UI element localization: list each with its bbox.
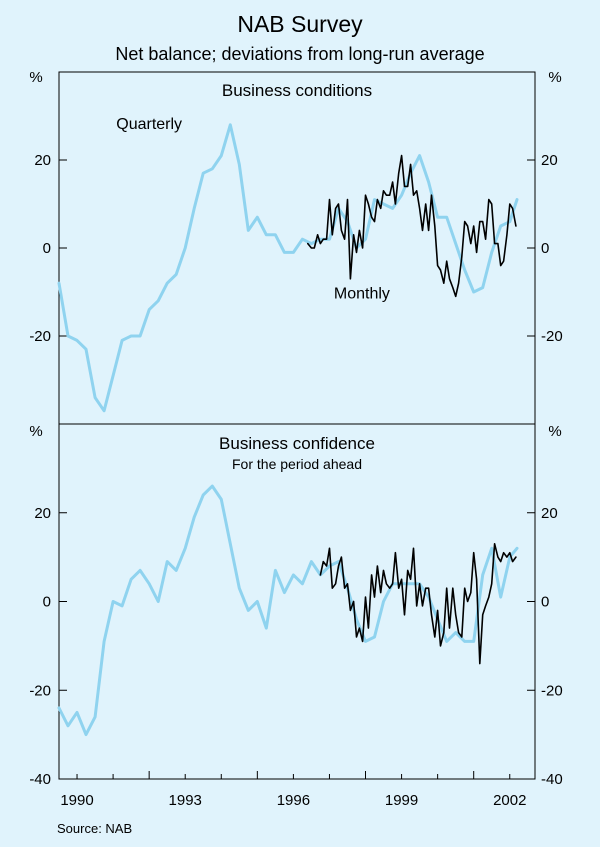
y-unit-left: % bbox=[29, 69, 42, 86]
y-tick-label-right: 0 bbox=[541, 594, 549, 611]
series-line-quarterly bbox=[57, 484, 519, 737]
y-unit-right: % bbox=[548, 423, 561, 440]
x-axis: 1990 1993 1996 1999 2002 bbox=[60, 771, 526, 809]
y-tick-label-left: 20 bbox=[34, 152, 51, 169]
series-line-monthly bbox=[319, 542, 517, 665]
panel-title: Business conditions bbox=[222, 81, 372, 100]
plot-frame bbox=[58, 71, 536, 780]
x-tick-label: 1993 bbox=[169, 792, 202, 809]
y-tick-label-left: -40 bbox=[29, 771, 51, 788]
y-tick-label-left: 20 bbox=[34, 505, 51, 522]
y-tick-label-left: 0 bbox=[43, 594, 51, 611]
chart-source: Source: NAB bbox=[57, 821, 132, 836]
series-line-monthly bbox=[306, 154, 517, 298]
y-tick-label-right: -20 bbox=[541, 328, 563, 345]
x-tick-label: 1999 bbox=[385, 792, 418, 809]
x-tick-label: 1990 bbox=[60, 792, 93, 809]
chart-subtitle: Net balance; deviations from long-run av… bbox=[115, 44, 484, 64]
x-tick-label: 1996 bbox=[277, 792, 310, 809]
y-tick-label-left: -20 bbox=[29, 328, 51, 345]
y-unit-right: % bbox=[548, 69, 561, 86]
y-unit-left: % bbox=[29, 423, 42, 440]
panel-business-conditions: % % Business conditions 20 20 0 0 -20 -20 Quar… bbox=[29, 69, 563, 413]
annotation-monthly: Monthly bbox=[334, 286, 390, 303]
y-tick-label-right: 20 bbox=[541, 505, 558, 522]
panel-subtitle: For the period ahead bbox=[232, 456, 362, 472]
annotation-quarterly: Quarterly bbox=[116, 116, 182, 133]
y-tick-label-right: 0 bbox=[541, 240, 549, 257]
chart-title: NAB Survey bbox=[237, 11, 363, 37]
series-line-quarterly bbox=[57, 123, 519, 413]
y-tick-label-left: -20 bbox=[29, 682, 51, 699]
x-tick-label: 2002 bbox=[493, 792, 526, 809]
y-tick-label-left: 0 bbox=[43, 240, 51, 257]
panel-title: Business confidence bbox=[219, 434, 375, 453]
panel-business-confidence: % % Business confidence For the period a… bbox=[29, 423, 562, 788]
y-tick-label-right: -40 bbox=[541, 771, 563, 788]
y-tick-label-right: 20 bbox=[541, 152, 558, 169]
y-tick-label-right: -20 bbox=[541, 682, 563, 699]
